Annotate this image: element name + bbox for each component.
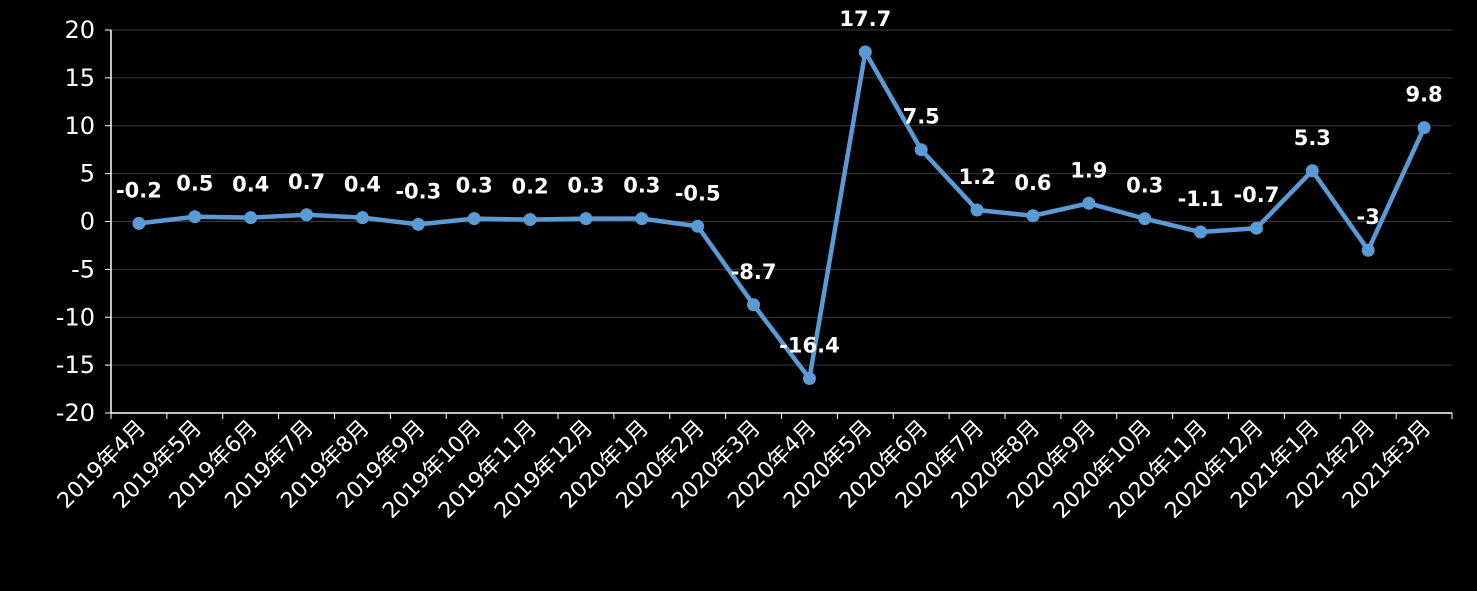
- data-point: [1138, 212, 1152, 226]
- data-point: [132, 216, 146, 230]
- data-label: -0.5: [675, 181, 721, 205]
- data-label: 0.6: [1014, 171, 1051, 195]
- y-tick-label: 20: [64, 16, 95, 44]
- data-label: 0.5: [176, 172, 213, 196]
- data-label: 7.5: [903, 105, 940, 129]
- data-point: [1194, 225, 1208, 239]
- series-group: [132, 45, 1431, 386]
- data-point: [970, 203, 984, 217]
- data-point: [355, 211, 369, 225]
- data-label: 0.4: [344, 173, 381, 197]
- x-axis-ticks: 2019年4月2019年5月2019年6月2019年7月2019年8月2019年…: [53, 413, 1453, 524]
- data-label: 1.9: [1070, 158, 1107, 182]
- y-tick-label: 0: [80, 208, 95, 236]
- gridlines: [111, 29, 1452, 366]
- data-point: [691, 219, 705, 233]
- series-line: [136, 49, 1427, 381]
- data-label: -0.2: [116, 178, 162, 202]
- data-point: [635, 212, 649, 226]
- data-point: [1082, 196, 1096, 210]
- data-point: [579, 212, 593, 226]
- data-point: [747, 298, 761, 312]
- data-point: [1361, 243, 1375, 257]
- data-label: 1.2: [958, 165, 995, 189]
- data-label: 0.3: [623, 174, 660, 198]
- y-tick-label: 5: [80, 160, 95, 188]
- data-label: 9.8: [1405, 83, 1442, 107]
- data-point: [1026, 209, 1040, 223]
- data-label: 0.2: [511, 175, 548, 199]
- y-tick-label: -5: [71, 255, 95, 283]
- data-point: [858, 45, 872, 59]
- data-label: 0.3: [456, 174, 493, 198]
- data-point: [914, 143, 928, 157]
- y-tick-label: -10: [56, 303, 95, 331]
- data-point: [411, 217, 425, 231]
- data-label: -0.7: [1233, 183, 1279, 207]
- data-label: -8.7: [731, 260, 777, 284]
- y-tick-label: 10: [64, 112, 95, 140]
- data-label: 0.3: [567, 174, 604, 198]
- y-tick-label: 15: [64, 64, 95, 92]
- data-point: [244, 211, 258, 225]
- data-point: [300, 208, 314, 222]
- data-label: -0.3: [395, 179, 441, 203]
- data-label: 0.3: [1126, 174, 1163, 198]
- data-label: -3: [1357, 205, 1380, 229]
- data-point: [1417, 121, 1431, 135]
- data-point: [188, 210, 202, 224]
- data-point: [1305, 164, 1319, 178]
- data-label: 5.3: [1294, 126, 1331, 150]
- data-point: [1249, 221, 1263, 235]
- y-tick-label: -15: [56, 351, 95, 379]
- data-label: 0.7: [288, 170, 325, 194]
- data-labels: -0.2 0.5 0.4 0.7 0.4 -0.3 0.3 0.2 0.3 0.3 -0.5 -8.7…: [116, 7, 1443, 358]
- data-point: [802, 372, 816, 386]
- y-axis-ticks: -20 -15 -10 -5 0 5 10 15 20: [56, 16, 111, 427]
- data-label: -1.1: [1178, 187, 1224, 211]
- data-label: 17.7: [839, 7, 891, 31]
- data-point: [523, 213, 537, 227]
- data-label: 0.4: [232, 173, 269, 197]
- data-label: -16.4: [779, 334, 840, 358]
- data-point: [467, 212, 481, 226]
- y-tick-label: -20: [56, 399, 95, 427]
